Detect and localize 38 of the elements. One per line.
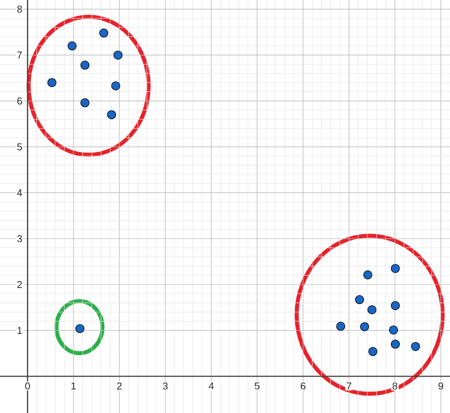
y-tick-label: 6 [17,97,22,104]
point [390,264,400,273]
point [111,81,120,90]
point [389,325,398,334]
point [363,270,372,280]
x-tick-label: 9 [438,382,444,390]
y-tick-label: 1 [18,326,22,334]
point [68,41,77,50]
point [355,295,364,304]
y-tick-label: 2 [17,281,22,288]
point [367,305,376,314]
x-tick-label: 8 [392,382,398,390]
point [411,342,420,351]
point [390,340,400,349]
point [336,322,346,331]
point [75,324,84,334]
x-tick-label: 4 [208,382,214,390]
x-tick-label: 7 [346,382,352,390]
point [99,28,108,38]
x-tick-label: 2 [117,382,122,390]
point [80,98,90,108]
y-tick-label: 7 [17,52,22,58]
y-tick-label: 3 [17,235,22,242]
y-tick-label: 8 [17,6,22,13]
x-tick-label: 3 [162,382,168,390]
point [80,60,90,70]
point [107,110,116,120]
point [368,347,378,356]
x-tick-label: 6 [300,382,306,390]
point [390,301,400,310]
x-tick-label: 0 [25,382,30,390]
point [47,78,56,88]
point [114,50,123,60]
y-tick-label: 5 [17,143,22,150]
point [360,322,370,332]
x-tick-label: 5 [254,382,260,390]
x-tick-label: 1 [71,382,76,390]
y-tick-label: 4 [17,189,22,196]
